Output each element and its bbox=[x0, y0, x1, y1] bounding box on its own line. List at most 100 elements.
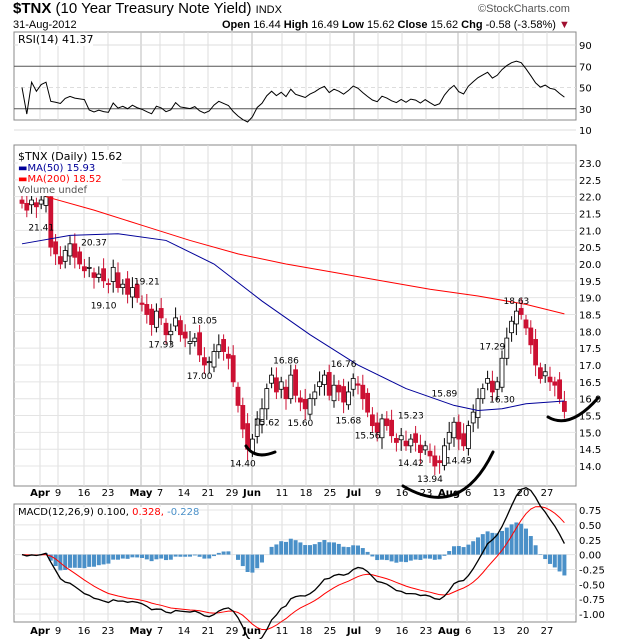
macd-histogram-bar bbox=[207, 554, 212, 559]
candle-body bbox=[557, 379, 562, 400]
macd-tick: -0.75 bbox=[579, 595, 605, 606]
rsi-tick: 50 bbox=[579, 84, 592, 95]
rsi-tick: 30 bbox=[579, 105, 592, 116]
macd-histogram-bar bbox=[500, 530, 504, 555]
price-label: 21.41 bbox=[28, 224, 54, 234]
x-tick: 23 bbox=[102, 626, 115, 637]
macd-histogram-bar bbox=[236, 554, 240, 560]
macd-histogram-bar bbox=[106, 554, 111, 564]
macd-histogram-bar bbox=[240, 554, 245, 567]
x-tick: 16 bbox=[78, 626, 91, 637]
candle-body bbox=[168, 330, 174, 336]
candle-body bbox=[211, 351, 217, 368]
macd-histogram-bar bbox=[524, 528, 528, 555]
candle-body bbox=[144, 304, 150, 315]
price-label: 20.37 bbox=[81, 239, 107, 249]
price-label: 17.93 bbox=[148, 341, 174, 351]
brand: ©StockCharts.com bbox=[478, 3, 570, 15]
macd-histogram-bar bbox=[245, 554, 250, 572]
candle-body bbox=[317, 381, 323, 387]
candle-body bbox=[163, 322, 169, 336]
x-tick: 18 bbox=[300, 626, 313, 637]
x-tick: 23 bbox=[420, 488, 433, 499]
price-tick: 17.0 bbox=[579, 361, 601, 372]
macd-histogram-bar bbox=[68, 554, 72, 568]
candle-body bbox=[365, 392, 371, 413]
macd-histogram-bar bbox=[452, 546, 456, 555]
candle-body bbox=[422, 445, 428, 451]
x-tick: 25 bbox=[324, 626, 337, 637]
macd-histogram-bar bbox=[260, 554, 264, 563]
candle-body bbox=[197, 332, 203, 356]
macd-histogram-bar bbox=[476, 537, 480, 555]
candle-body bbox=[528, 327, 534, 346]
price-label: 15.68 bbox=[336, 416, 362, 426]
candle-body bbox=[216, 344, 222, 352]
candle-body bbox=[19, 199, 25, 204]
candle-body bbox=[341, 386, 347, 403]
macd-histogram-bar bbox=[116, 554, 120, 560]
macd-histogram-bar bbox=[82, 554, 87, 569]
candle-body bbox=[134, 284, 140, 299]
macd-histogram-bar bbox=[557, 554, 562, 572]
price-label: 18.63 bbox=[504, 297, 530, 307]
macd-histogram-bar bbox=[197, 554, 202, 557]
x-tick: May bbox=[130, 488, 153, 499]
candle-body bbox=[331, 384, 337, 402]
macd-histogram-bar bbox=[111, 554, 116, 560]
x-tick: Apr bbox=[30, 626, 50, 637]
x-tick: 16 bbox=[396, 488, 409, 499]
price-tick: 22.0 bbox=[579, 193, 601, 204]
x-tick: 16 bbox=[396, 626, 409, 637]
candle-body bbox=[427, 450, 433, 457]
macd-histogram-bar bbox=[490, 532, 495, 555]
hand-drawn-annotation bbox=[401, 450, 495, 499]
candle-body bbox=[58, 256, 63, 265]
price-legend: $TNX (Daily) 15.62 ▬MA(50) 15.93 ▬MA(200… bbox=[18, 150, 123, 196]
macd-histogram-bar bbox=[437, 554, 442, 560]
price-label: 15.60 bbox=[288, 419, 314, 429]
price-tick: 22.5 bbox=[579, 176, 601, 187]
candle-body bbox=[120, 283, 126, 288]
x-tick: 21 bbox=[202, 626, 215, 637]
candle-body bbox=[192, 337, 198, 342]
macd-histogram-bar bbox=[447, 551, 452, 555]
macd-histogram-bar bbox=[389, 554, 394, 562]
x-tick: 7 bbox=[157, 488, 163, 499]
candle-body bbox=[43, 196, 49, 206]
candle-body bbox=[77, 251, 82, 265]
macd-line bbox=[21, 486, 565, 639]
candle-body bbox=[494, 381, 500, 390]
macd-histogram-bar bbox=[96, 554, 101, 566]
macd-histogram-bar bbox=[423, 554, 428, 559]
candle-body bbox=[369, 414, 375, 427]
x-tick: Jun bbox=[242, 488, 261, 499]
candle-body bbox=[562, 400, 567, 412]
macd-histogram-bar bbox=[375, 554, 380, 561]
macd-histogram-bar bbox=[279, 541, 284, 555]
macd-tick: 0.75 bbox=[579, 506, 601, 517]
price-tick: 20.0 bbox=[579, 260, 601, 271]
candle-body bbox=[86, 266, 92, 269]
candle-body bbox=[82, 266, 87, 272]
price-tick: 16.0 bbox=[579, 395, 601, 406]
macd-histogram-bar bbox=[317, 542, 322, 555]
price-tick: 16.5 bbox=[579, 378, 601, 389]
x-tick: 20 bbox=[517, 626, 530, 637]
price-tick: 14.0 bbox=[579, 462, 601, 473]
candle-body bbox=[403, 440, 409, 447]
macd-tick: 0.00 bbox=[579, 551, 601, 562]
candle-body bbox=[355, 383, 361, 386]
macd-histogram-bar bbox=[341, 546, 346, 555]
macd-histogram-bar bbox=[149, 554, 154, 562]
macd-histogram-bar bbox=[72, 554, 77, 568]
x-tick: Jul bbox=[346, 626, 361, 637]
x-tick: 23 bbox=[420, 626, 433, 637]
ma50-line bbox=[21, 233, 565, 411]
macd-histogram-bar bbox=[528, 536, 533, 555]
macd-histogram-bar bbox=[298, 542, 303, 555]
x-tick: May bbox=[130, 626, 153, 637]
price-tick: 15.0 bbox=[579, 428, 601, 439]
candle-body bbox=[509, 320, 515, 334]
